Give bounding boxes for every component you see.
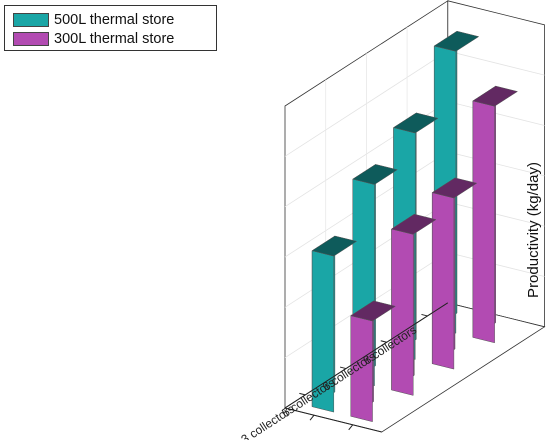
- bar-top-face: [352, 164, 398, 185]
- legend-label-series-1: 500L thermal store: [54, 12, 175, 28]
- chart-bars: [311, 30, 519, 423]
- bar-top-face: [472, 85, 519, 107]
- bar-top-face: [392, 112, 439, 134]
- legend-swatch-series-2: [13, 32, 49, 46]
- bar-top-face: [390, 213, 437, 235]
- bar-top-face: [311, 235, 358, 257]
- category-label-3: 3 collectors: [238, 402, 297, 440]
- chart-axes: [284, 302, 449, 433]
- category-tick-0: [421, 313, 428, 317]
- bar-top-face: [350, 300, 396, 322]
- series-tick-0: [309, 414, 315, 421]
- bar-front-face: [391, 228, 414, 396]
- bar-500l-thermal-store-3-collectors: [311, 235, 358, 413]
- bar-front-face: [472, 100, 495, 344]
- bar-300l-thermal-store-8-collectors: [472, 85, 519, 344]
- category-tick-3: [299, 392, 306, 396]
- z-axis-title: Productivity (kg/day): [525, 162, 542, 298]
- bar-top-face: [433, 30, 480, 52]
- bar-300l-thermal-store-6-collectors: [431, 177, 478, 370]
- category-tick-2: [339, 366, 347, 370]
- category-axis-line: [284, 302, 449, 409]
- bar-top-face: [431, 177, 478, 199]
- legend-swatch-series-1: [13, 13, 49, 27]
- series-tick-1: [348, 424, 354, 431]
- series-axis-line: [284, 407, 382, 433]
- legend-item-series-1: 500L thermal store: [13, 12, 174, 28]
- legend-label-series-2: 300L thermal store: [54, 31, 175, 47]
- bar-front-face: [431, 192, 455, 370]
- bar-300l-thermal-store-5-collectors: [390, 213, 437, 396]
- legend-item-series-2: 300L thermal store: [13, 31, 174, 47]
- category-tick-1: [380, 340, 387, 343]
- chart-legend: 500L thermal store 300L thermal store: [4, 5, 217, 51]
